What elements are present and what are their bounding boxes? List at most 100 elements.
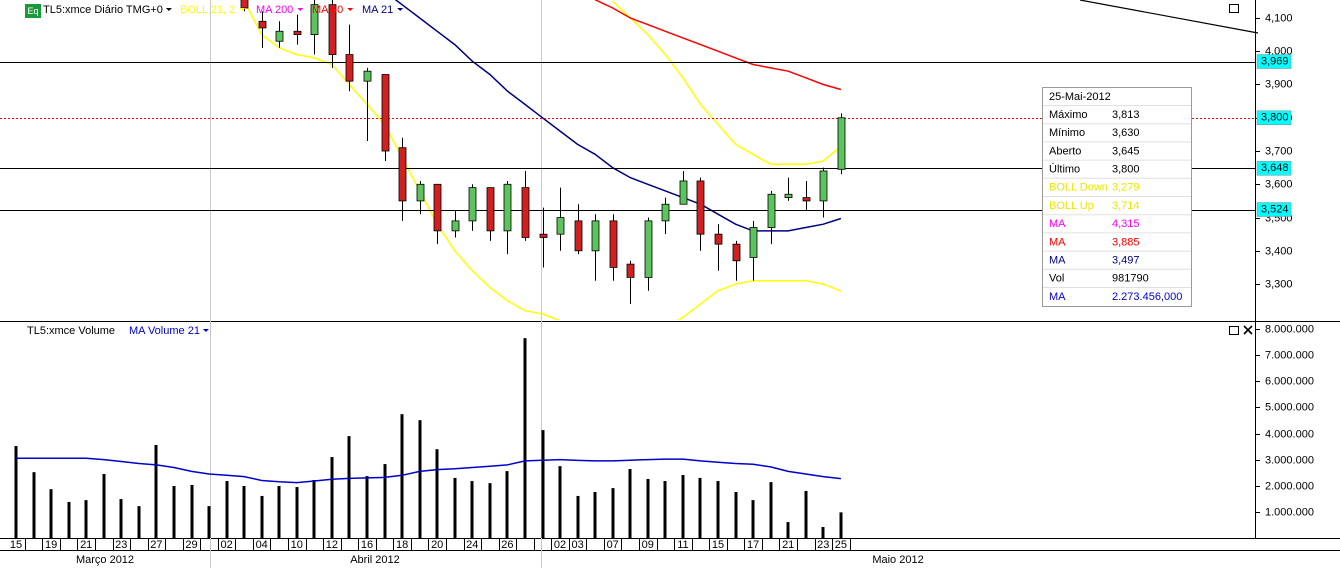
x-tick-label: 17 bbox=[747, 539, 759, 551]
volume-ma-line bbox=[16, 457, 841, 484]
symbol-icon-label: Eq bbox=[27, 6, 38, 16]
tooltip-label: Mínimo bbox=[1049, 127, 1085, 139]
volume-bar bbox=[347, 436, 351, 538]
x-tick-label: 26 bbox=[501, 539, 513, 551]
candle-body bbox=[398, 147, 407, 202]
volume-bar bbox=[593, 492, 597, 538]
candle-body bbox=[345, 54, 354, 82]
volume-bar bbox=[470, 481, 474, 538]
volume-bar bbox=[119, 499, 123, 538]
candle-body bbox=[363, 70, 372, 82]
legend-entry[interactable]: MA 21 bbox=[362, 4, 393, 16]
tooltip-label: MA bbox=[1049, 291, 1066, 303]
candle-body bbox=[802, 197, 811, 202]
candle-body bbox=[574, 220, 583, 252]
volume-bar bbox=[312, 480, 316, 538]
candle-body bbox=[433, 183, 442, 232]
candle-body bbox=[837, 117, 846, 170]
volume-bar bbox=[154, 444, 158, 538]
candle-body bbox=[468, 187, 477, 222]
volume-bar bbox=[32, 472, 36, 538]
candle-body bbox=[521, 187, 530, 238]
tooltip-label: Máximo bbox=[1049, 109, 1088, 121]
y-tick-label: 8.000.000 bbox=[1265, 323, 1314, 335]
candle-body bbox=[591, 220, 600, 252]
volume-bar bbox=[207, 506, 211, 538]
y-tick-label: 3,900 bbox=[1265, 78, 1293, 90]
volume-bar bbox=[576, 495, 580, 538]
candle-body bbox=[644, 220, 653, 278]
volume-bar bbox=[646, 478, 650, 538]
x-tick-label: 29 bbox=[185, 539, 197, 551]
x-tick-label: 09 bbox=[642, 539, 654, 551]
candle-body bbox=[328, 4, 337, 55]
tooltip-value: 3,800 bbox=[1112, 164, 1140, 176]
tooltip-label: MA bbox=[1049, 218, 1066, 230]
volume-bar bbox=[628, 469, 632, 538]
volume-bar bbox=[277, 486, 281, 538]
volume-title[interactable]: TL5:xmce Volume bbox=[27, 325, 115, 337]
legend-arrow bbox=[397, 8, 404, 11]
legend-entry[interactable]: MA 200 bbox=[256, 4, 293, 16]
volume-bar bbox=[102, 473, 106, 538]
tooltip-label: Aberto bbox=[1049, 145, 1081, 157]
volume-bar bbox=[67, 501, 71, 538]
candle-body bbox=[749, 227, 758, 258]
legend-arrow bbox=[347, 8, 354, 11]
level-box bbox=[1256, 161, 1292, 176]
candle-body bbox=[381, 74, 390, 152]
volume-bar bbox=[295, 487, 299, 538]
maximize-button[interactable] bbox=[1229, 326, 1239, 335]
y-tick-label: 3,700 bbox=[1265, 145, 1293, 157]
volume-bar bbox=[418, 420, 422, 538]
y-tick-label: 4,100 bbox=[1265, 12, 1293, 24]
x-tick-label: 10 bbox=[291, 539, 303, 551]
close-button[interactable] bbox=[1243, 325, 1253, 335]
tooltip-value: 3,279 bbox=[1112, 182, 1140, 194]
y-tick-label: 3.000.000 bbox=[1265, 454, 1314, 466]
tooltip-label: Vol bbox=[1049, 273, 1064, 285]
x-tick-label: 16 bbox=[361, 539, 373, 551]
legend-entry[interactable]: BOLL 21, 2 bbox=[180, 4, 235, 16]
volume-bar bbox=[505, 471, 509, 538]
y-tick-label: 4.000.000 bbox=[1265, 428, 1314, 440]
volume-pane bbox=[14, 338, 843, 538]
candle-body bbox=[275, 30, 284, 42]
legend-entry[interactable]: MA Volume 21 bbox=[129, 325, 200, 337]
volume-bar bbox=[14, 446, 18, 538]
title-arrow bbox=[165, 8, 172, 11]
candle-body bbox=[293, 30, 302, 35]
x-tick-label: 27 bbox=[150, 539, 162, 551]
volume-bar bbox=[523, 338, 527, 538]
x-tick-label: 02 bbox=[554, 539, 566, 551]
volume-bar bbox=[435, 449, 439, 538]
volume-bar bbox=[663, 481, 667, 538]
volume-bar bbox=[242, 486, 246, 538]
symbol-icon[interactable] bbox=[25, 4, 41, 18]
volume-bar bbox=[383, 464, 387, 538]
volume-bar bbox=[488, 483, 492, 538]
tooltip-label: MA bbox=[1049, 236, 1066, 248]
y-tick-label: 3,300 bbox=[1265, 278, 1293, 290]
tooltip-label: MA bbox=[1049, 255, 1066, 267]
tooltip-value: 981790 bbox=[1112, 273, 1149, 285]
tooltip-label: Último bbox=[1049, 163, 1080, 176]
level-box bbox=[1256, 110, 1292, 126]
candle-body bbox=[258, 20, 267, 29]
legend-entry[interactable]: MA 60 bbox=[312, 4, 343, 16]
volume-bar bbox=[172, 486, 176, 538]
volume-bar bbox=[84, 500, 88, 538]
ma-line bbox=[594, 0, 842, 91]
x-tick-label: 25 bbox=[835, 539, 847, 551]
volume-bar bbox=[541, 430, 545, 538]
candle-body bbox=[539, 233, 548, 238]
month-label: Abril 2012 bbox=[350, 554, 400, 566]
y-tick-label: 2.000.000 bbox=[1265, 480, 1314, 492]
volume-bar bbox=[751, 500, 755, 538]
price-title[interactable]: TL5:xmce Diário TMG+0 bbox=[43, 4, 163, 16]
volume-bar bbox=[225, 481, 229, 538]
volume-bar bbox=[137, 506, 141, 538]
tooltip-label: BOLL Up bbox=[1049, 200, 1094, 212]
volume-bar bbox=[734, 492, 738, 538]
maximize-button[interactable] bbox=[1229, 4, 1239, 13]
